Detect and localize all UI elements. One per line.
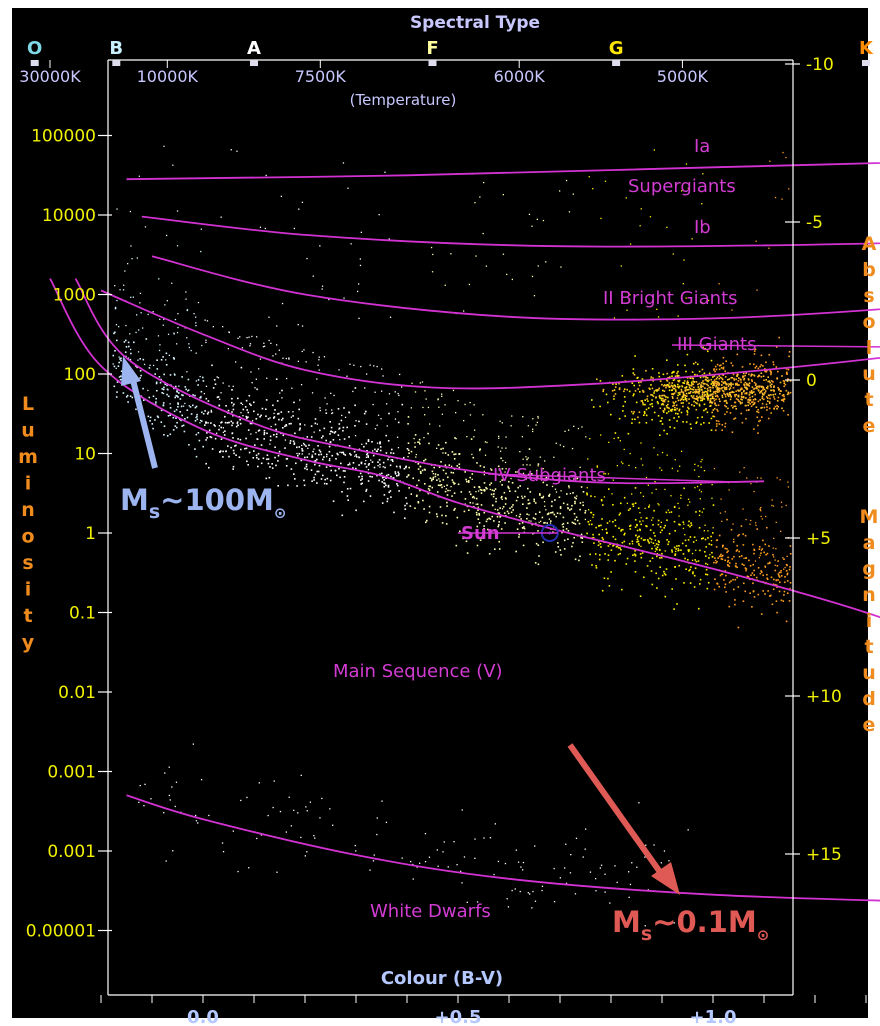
- curve-main-sequence-v: [49, 278, 880, 619]
- magnitude-label-char: e: [863, 714, 876, 736]
- spectral-marker-k: [862, 60, 870, 66]
- magnitude-tick-5: +15: [806, 845, 842, 865]
- curve-label-main-sequence-v: Main Sequence (V): [333, 661, 503, 682]
- annotations: Ia Supergiants Ib II Bright Giants III Giant…: [120, 136, 769, 945]
- magnitude-tick-4: +10: [806, 687, 842, 707]
- luminosity-tick-9: 0.001: [47, 842, 96, 862]
- magnitude-label-char: b: [862, 259, 876, 281]
- temperature-tick-7500K: 7500K: [295, 67, 347, 86]
- axes: Spectral Type O B A F G K M 30000K 10000K 7500K 600…: [18, 13, 879, 1026]
- curve-white-dwarfs: [126, 794, 880, 902]
- magnitude-label-char: l: [866, 337, 873, 359]
- magnitude-tick-0: -10: [806, 55, 834, 75]
- chart-title: Spectral Type: [410, 13, 540, 33]
- magnitude-label-char: M: [860, 506, 879, 528]
- magnitude-label-char: s: [863, 285, 874, 307]
- high-mass-arrowhead: [121, 356, 141, 386]
- luminosity-tick-0: 100000: [31, 127, 96, 147]
- curve-label-ii-bright-giants: II Bright Giants: [603, 288, 738, 309]
- colour-tick-2: +1.0: [690, 1007, 737, 1026]
- luminosity-label-char: m: [18, 446, 38, 468]
- magnitude-label-char: t: [864, 389, 873, 411]
- luminosity-tick-4: 10: [74, 445, 96, 465]
- temperature-tick-5000K: 5000K: [657, 67, 709, 86]
- luminosity-tick-7: 0.01: [58, 683, 96, 703]
- curve-ib: [141, 215, 880, 248]
- magnitude-tick-3: +5: [806, 529, 831, 549]
- luminosity-label-char: y: [22, 632, 35, 654]
- spectral-marker-f: [428, 60, 437, 66]
- star-points: [112, 145, 792, 927]
- luminosity-tick-2: 1000: [53, 286, 96, 306]
- luminosity-label-char: o: [21, 526, 34, 548]
- curve-label-white-dwarfs: White Dwarfs: [370, 901, 491, 922]
- magnitude-label-char: i: [866, 610, 873, 632]
- luminosity-label-char: n: [21, 499, 35, 521]
- magnitude-label-char: e: [863, 415, 876, 437]
- spectral-marker-o: [30, 60, 39, 66]
- spectral-type-o: O: [27, 38, 42, 59]
- magnitude-label-char: g: [862, 558, 876, 580]
- low-mass-arrow-shaft: [567, 743, 663, 874]
- luminosity-tick-5: 1: [85, 524, 96, 544]
- low-mass-annotation: Ms~0.1M⊙: [612, 905, 769, 945]
- spectral-type-k: K: [859, 38, 874, 59]
- spectral-type-g: G: [609, 38, 624, 59]
- giants-leader: [671, 344, 880, 348]
- magnitude-tick-2: 0: [806, 371, 817, 391]
- spectral-marker-a: [250, 60, 258, 66]
- temperature-tick-30000K: 30000K: [19, 67, 81, 86]
- curve-ia: [126, 162, 880, 181]
- luminosity-tick-3: 100: [64, 365, 96, 385]
- luminosity-tick-10: 0.00001: [26, 922, 96, 942]
- curve-ii-bright-giants: [151, 255, 880, 321]
- high-mass-arrow-shaft: [130, 379, 158, 469]
- high-mass-annotation: Ms~100M⊙: [120, 483, 286, 523]
- luminosity-tick-1: 10000: [42, 206, 96, 226]
- magnitude-tick-1: -5: [806, 213, 823, 233]
- luminosity-label-char: L: [22, 393, 34, 415]
- luminosity-label-char: i: [25, 579, 32, 601]
- colour-axis-label: Colour (B-V): [381, 968, 503, 989]
- sun-label: Sun: [461, 523, 500, 544]
- magnitude-label-char: a: [863, 532, 876, 554]
- spectral-marker-g: [612, 60, 621, 66]
- curve-label-iii-giants: III Giants: [677, 334, 756, 355]
- magnitude-label-char: n: [862, 584, 876, 606]
- subgiants-leader: [487, 473, 739, 483]
- magnitude-label-char: d: [862, 688, 876, 710]
- luminosity-tick-8: 0.001: [47, 763, 96, 783]
- magnitude-label-char: u: [862, 662, 876, 684]
- luminosity-label-char: u: [21, 420, 35, 442]
- curve-label-supergiants: Supergiants: [628, 176, 736, 197]
- luminosity-class-curves: [49, 162, 880, 902]
- magnitude-label-char: t: [864, 636, 873, 658]
- luminosity-label-char: t: [23, 605, 32, 627]
- curve-iii-giants: [100, 289, 880, 390]
- spectral-type-a: A: [247, 38, 261, 59]
- temperature-tick-10000K: 10000K: [137, 67, 199, 86]
- luminosity-label-char: s: [22, 552, 33, 574]
- colour-tick-1: +0.5: [435, 1007, 482, 1026]
- chart-frame: [12, 8, 868, 1018]
- curve-label-ia: Ia: [694, 136, 710, 157]
- magnitude-label-char: A: [862, 233, 877, 255]
- spectral-type-f: F: [426, 38, 438, 59]
- spectral-type-b: B: [109, 38, 123, 59]
- curve-label-ib: Ib: [694, 217, 711, 238]
- luminosity-label-char: i: [25, 473, 32, 495]
- luminosity-tick-6: 0.1: [69, 604, 96, 624]
- magnitude-label-char: u: [862, 363, 876, 385]
- magnitude-label-char: o: [862, 311, 875, 333]
- temperature-label: (Temperature): [350, 91, 457, 109]
- temperature-tick-6000K: 6000K: [494, 67, 546, 86]
- spectral-marker-b: [112, 60, 121, 66]
- colour-tick-0: 0.0: [187, 1007, 219, 1026]
- low-mass-arrowhead: [651, 862, 680, 895]
- curve-iv-subgiants: [74, 278, 765, 485]
- curve-label-iv-subgiants: IV Subgiants: [493, 465, 606, 486]
